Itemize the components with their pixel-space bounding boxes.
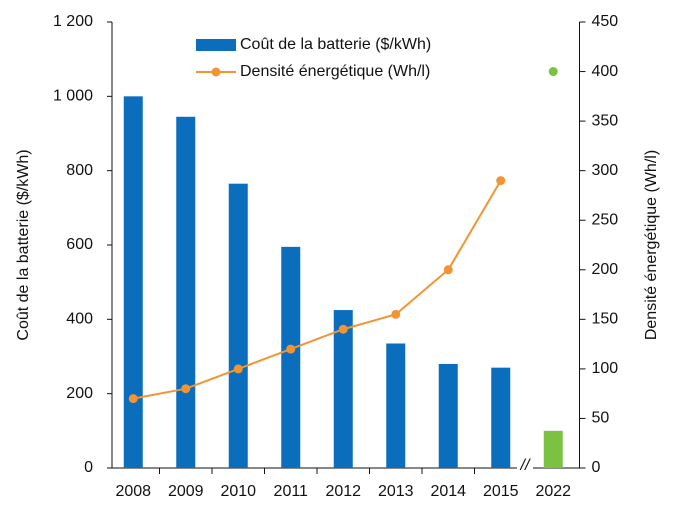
bar (438, 363, 458, 468)
y2-tick-label: 0 (592, 459, 601, 476)
line-point (496, 176, 506, 186)
bar (228, 183, 248, 469)
x-tick-label: 2022 (535, 483, 571, 500)
legend-label: Coût de la batterie ($/kWh) (240, 36, 431, 53)
y2-tick-label: 450 (592, 13, 619, 30)
bar (543, 430, 563, 468)
x-tick-label: 2015 (483, 483, 519, 500)
y2-tick-label: 400 (592, 63, 619, 80)
y-tick-label: 1 200 (53, 13, 93, 30)
legend-label: Densité énergétique (Wh/l) (240, 63, 430, 80)
y2-tick-label: 250 (592, 211, 619, 228)
bar (176, 116, 196, 469)
line-point (233, 364, 243, 374)
x-tick-label: 2010 (220, 483, 256, 500)
point (548, 67, 558, 77)
line-point (391, 309, 401, 319)
y2-axis-title: Densité énergétique (Wh/l) (643, 150, 660, 340)
y-tick-label: 400 (66, 311, 93, 328)
axis-break: // (520, 457, 531, 474)
y2-tick-label: 100 (592, 360, 619, 377)
line-point (286, 344, 296, 354)
y-tick-label: 200 (66, 385, 93, 402)
y2-tick-label: 300 (592, 162, 619, 179)
line-point (338, 324, 348, 334)
y2-tick-label: 350 (592, 112, 619, 129)
bar (491, 367, 511, 468)
line-point (128, 394, 138, 404)
y-tick-label: 1 000 (53, 88, 93, 105)
line-point (181, 384, 191, 394)
y-axis-title: Coût de la batterie ($/kWh) (15, 149, 32, 340)
y2-tick-label: 200 (592, 261, 619, 278)
legend-swatch (211, 67, 221, 77)
y-tick-label: 600 (66, 236, 93, 253)
legend-swatch (196, 39, 236, 51)
bar (386, 343, 406, 468)
line (133, 180, 502, 400)
x-tick-label: 2011 (274, 483, 309, 500)
y2-tick-label: 50 (592, 410, 610, 427)
line-point (443, 265, 453, 275)
y-tick-label: 0 (84, 459, 93, 476)
x-tick-label: 2012 (325, 483, 361, 500)
bar (281, 246, 301, 468)
x-tick-label: 2009 (168, 483, 204, 500)
bar (123, 96, 143, 468)
y-tick-label: 800 (66, 162, 93, 179)
x-tick-label: 2008 (115, 483, 151, 500)
y2-tick-label: 150 (592, 311, 619, 328)
bar (333, 310, 353, 468)
x-tick-label: 2013 (378, 483, 414, 500)
x-tick-label: 2014 (430, 483, 466, 500)
